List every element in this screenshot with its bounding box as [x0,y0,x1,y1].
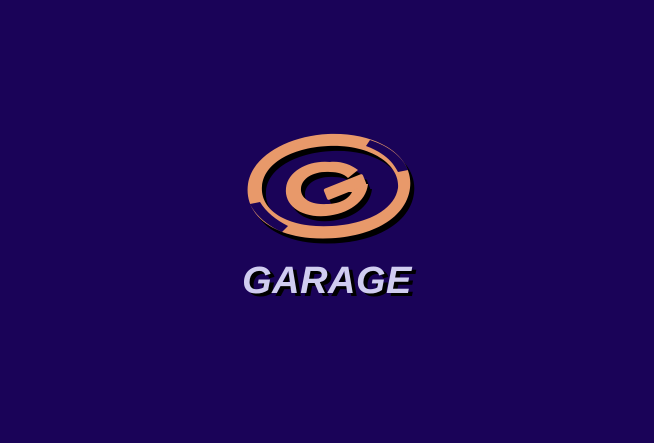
wordmark-shadow: GARAGE [246,263,416,305]
wordmark-text: GARAGE [242,260,412,302]
brand-wordmark: GARAGE GARAGE [0,258,654,305]
logo-main [247,133,411,239]
garage-logo-icon [247,133,415,244]
logo-swirl-gaps [250,140,408,232]
